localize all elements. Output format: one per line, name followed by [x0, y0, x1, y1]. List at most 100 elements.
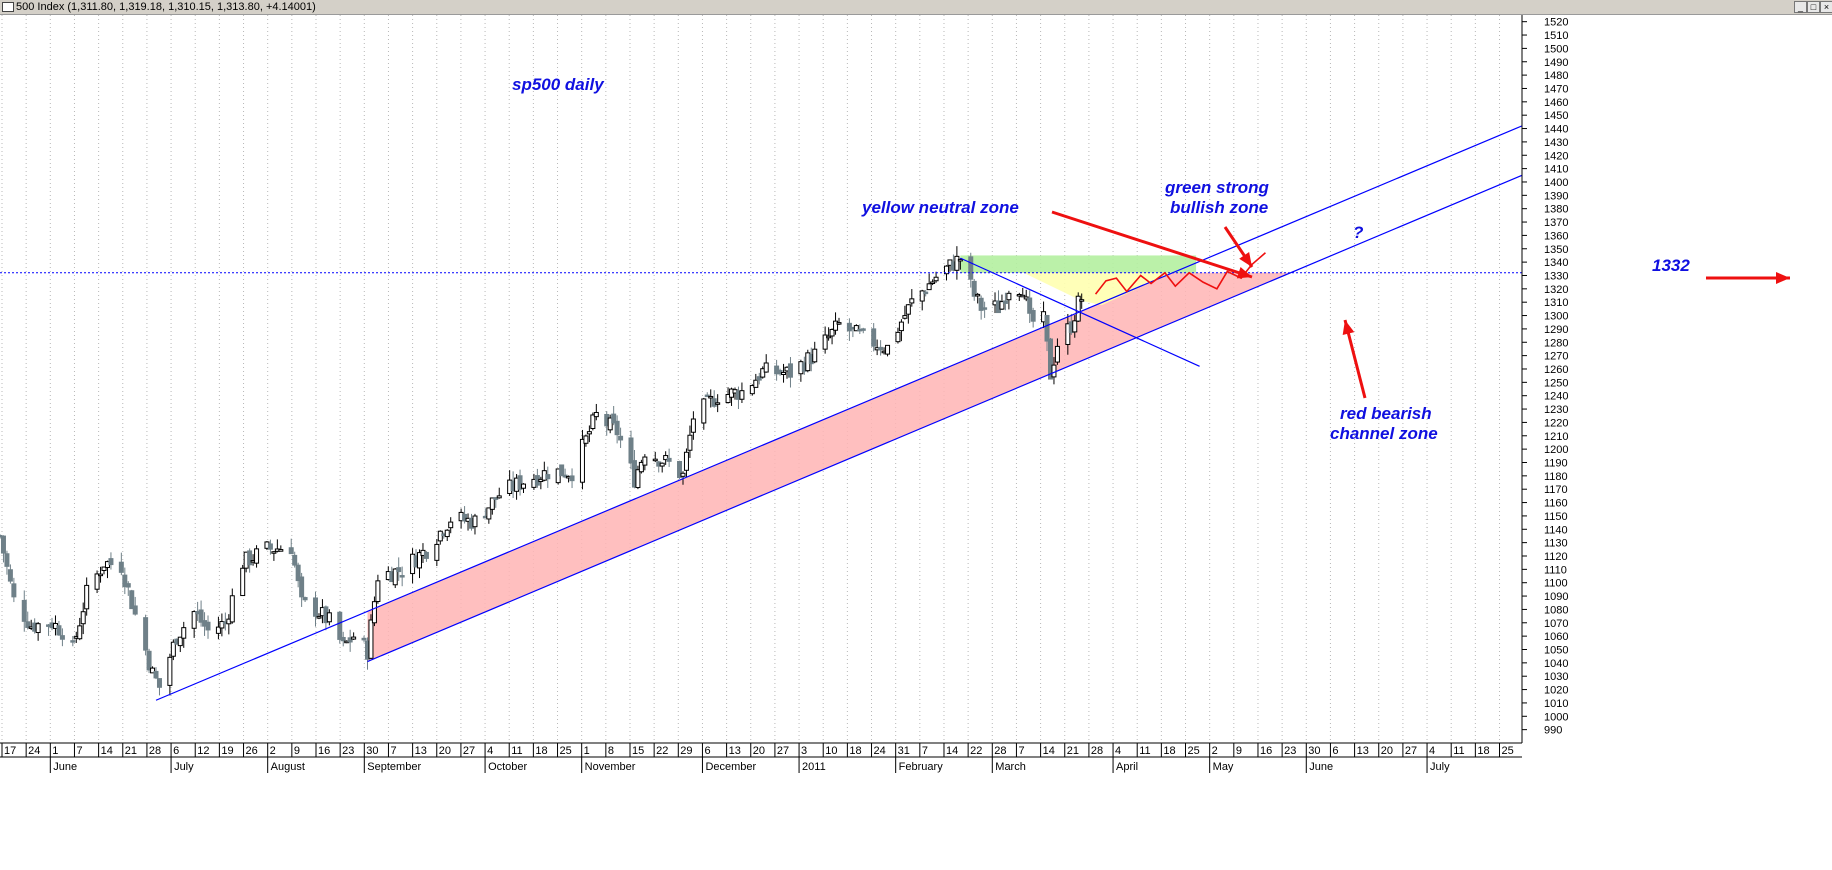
candle-body: [489, 497, 495, 510]
day-tick-label: 3: [801, 745, 807, 757]
day-tick-label: 20: [753, 745, 765, 757]
y-tick-label: 1460: [1544, 97, 1568, 109]
month-label: August: [271, 761, 305, 773]
day-tick-label: 30: [1308, 745, 1320, 757]
month-label: October: [488, 761, 527, 773]
day-tick-label: 7: [390, 745, 396, 757]
month-label: 2011: [802, 761, 826, 773]
day-tick-label: 13: [729, 745, 741, 757]
candle-body: [683, 451, 689, 471]
candle-body: [271, 551, 277, 554]
candle-body: [80, 611, 86, 625]
maximize-button[interactable]: □: [1807, 1, 1820, 13]
month-label: April: [1116, 761, 1138, 773]
candle-body: [978, 297, 984, 311]
candle-body: [701, 398, 707, 424]
candle-body: [1002, 300, 1008, 304]
chart-window-icon: [2, 2, 14, 12]
arrows: [1051, 210, 1790, 399]
day-tick-label: 14: [1043, 745, 1055, 757]
candle-body: [347, 637, 353, 643]
candle-body: [774, 365, 780, 375]
candle-body: [219, 621, 225, 629]
candle-body: [396, 567, 402, 573]
month-label: June: [1309, 761, 1333, 773]
candle-body: [715, 402, 721, 405]
candle-body: [1065, 323, 1071, 345]
y-tick-label: 1240: [1544, 391, 1568, 403]
candle-body: [1030, 310, 1036, 322]
candle-body: [462, 513, 468, 522]
y-tick-label: 1400: [1544, 177, 1568, 189]
candle-body: [829, 328, 835, 337]
month-label: March: [995, 761, 1026, 773]
day-tick-label: 6: [704, 745, 710, 757]
day-tick-label: 30: [366, 745, 378, 757]
candle-body: [125, 583, 131, 588]
y-tick-label: 1320: [1544, 284, 1568, 296]
candle-body: [191, 611, 197, 629]
candle-body: [1075, 295, 1081, 322]
y-tick-label: 1330: [1544, 270, 1568, 282]
candle-body: [399, 575, 405, 578]
candle-body: [108, 558, 114, 566]
candle-body: [267, 543, 273, 550]
day-tick-label: 4: [1429, 745, 1435, 757]
candle-body: [787, 363, 793, 378]
y-axis-panel: [1522, 15, 1832, 870]
candle-body: [607, 417, 613, 431]
candle-body: [583, 435, 589, 444]
candle-body: [642, 456, 648, 466]
candle-body: [299, 576, 305, 598]
candle-body: [198, 609, 204, 623]
candle-body: [680, 472, 686, 477]
candle-body: [4, 553, 10, 567]
candle-body: [999, 301, 1005, 310]
day-tick-label: 8: [608, 745, 614, 757]
candle-body: [628, 437, 634, 464]
candle-body: [895, 331, 901, 343]
day-tick-label: 18: [849, 745, 861, 757]
candle-body: [1027, 297, 1033, 314]
y-tick-label: 1150: [1544, 511, 1568, 523]
candle-body: [756, 376, 762, 381]
candle-body: [781, 371, 787, 375]
y-tick-label: 1020: [1544, 685, 1568, 697]
close-button[interactable]: ×: [1820, 1, 1832, 13]
minimize-button[interactable]: _: [1794, 1, 1807, 13]
candle-body: [1020, 294, 1026, 298]
candle-body: [316, 616, 322, 619]
y-tick-label: 1090: [1544, 591, 1568, 603]
candle-body: [254, 548, 260, 564]
green-zone-arrow-head: [1239, 252, 1252, 267]
candle-body: [517, 475, 523, 490]
y-tick-label: 1070: [1544, 618, 1568, 630]
candle-body: [521, 483, 527, 489]
y-tick-label: 1280: [1544, 337, 1568, 349]
month-label: September: [367, 761, 421, 773]
y-tick-label: 1100: [1544, 578, 1568, 590]
y-tick-label: 1250: [1544, 377, 1568, 389]
day-tick-label: 1: [52, 745, 58, 757]
y-tick-label: 1080: [1544, 604, 1568, 616]
red-zone-arrow-head: [1342, 320, 1355, 336]
day-tick-label: 18: [1477, 745, 1489, 757]
candle-body: [392, 568, 398, 586]
red-zone-label-line2: channel zone: [1330, 424, 1438, 443]
candle-body: [982, 307, 988, 310]
candle-body: [181, 627, 187, 639]
candle-body: [1044, 314, 1050, 342]
y-tick-label: 1500: [1544, 43, 1568, 55]
y-tick-label: 1300: [1544, 311, 1568, 323]
window-titlebar: 500 Index (1,311.80, 1,319.18, 1,310.15,…: [0, 0, 1832, 15]
y-tick-label: 1060: [1544, 631, 1568, 643]
x-axis: 17 24 1 7 14 21 28 6 12 19 26 2 9 16 23 30 7 13 20 27 4 11 18 2…: [0, 742, 1522, 773]
candle-body: [618, 435, 624, 441]
candle-body: [590, 414, 596, 430]
day-tick-label: 22: [656, 745, 668, 757]
y-tick-label: 1200: [1544, 444, 1568, 456]
candle-body: [614, 420, 620, 436]
day-tick-label: 28: [149, 745, 161, 757]
candle-body: [122, 574, 128, 588]
candle-body: [496, 495, 502, 499]
